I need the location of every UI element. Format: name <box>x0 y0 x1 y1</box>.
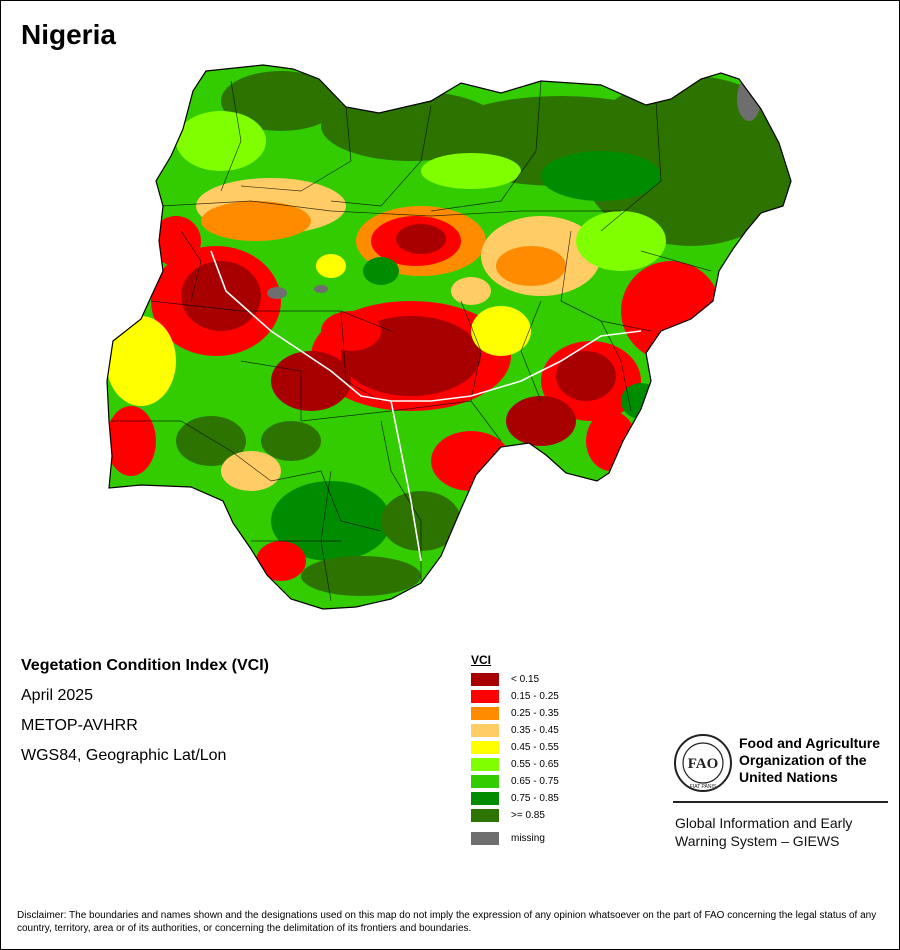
org-name-line: Organization of the <box>739 752 867 768</box>
org-name-line: United Nations <box>739 769 838 785</box>
legend-row: >= 0.85 <box>471 807 559 824</box>
legend-swatch <box>471 741 499 754</box>
logo-divider <box>673 801 888 803</box>
vci-raster <box>107 65 791 609</box>
index-name: Vegetation Condition Index (VCI) <box>21 657 269 674</box>
legend-row-missing: missing <box>471 830 559 847</box>
fao-logo-motto: FIAT PANIS <box>690 784 717 790</box>
legend-row: 0.65 - 0.75 <box>471 773 559 790</box>
organization-name: Food and Agriculture Organization of the… <box>739 735 880 786</box>
legend-swatch <box>471 690 499 703</box>
vci-map <box>106 64 792 610</box>
legend-label: 0.25 - 0.35 <box>511 708 559 719</box>
giews-line: Global Information and Early <box>675 815 853 831</box>
legend-swatch <box>471 707 499 720</box>
fao-logo-letters: FAO <box>688 756 719 772</box>
legend-label: 0.75 - 0.85 <box>511 793 559 804</box>
legend-label: 0.55 - 0.65 <box>511 759 559 770</box>
map-info: Vegetation Condition Index (VCI) April 2… <box>21 657 269 777</box>
disclaimer: Disclaimer: The boundaries and names sho… <box>17 910 877 934</box>
org-name-line: Food and Agriculture <box>739 735 881 751</box>
projection-info: WGS84, Geographic Lat/Lon <box>21 747 227 764</box>
legend-swatch <box>471 758 499 771</box>
legend-label: < 0.15 <box>511 674 540 685</box>
legend-label: >= 0.85 <box>511 810 545 821</box>
map-date: April 2025 <box>21 687 94 704</box>
giews-name: Global Information and Early Warning Sys… <box>675 814 852 850</box>
legend-row: 0.25 - 0.35 <box>471 705 559 722</box>
legend-title: VCI <box>471 653 492 667</box>
legend-row: 0.75 - 0.85 <box>471 790 559 807</box>
legend-label: 0.35 - 0.45 <box>511 725 559 736</box>
legend-row: 0.15 - 0.25 <box>471 688 559 705</box>
state-boundaries <box>111 80 712 602</box>
legend-row: < 0.15 <box>471 671 559 688</box>
map-title: Nigeria <box>21 19 116 50</box>
legend-label-missing: missing <box>511 833 545 844</box>
legend: VCI < 0.15 0.15 - 0.25 0.25 - 0.35 0.35 - 0… <box>471 653 559 847</box>
fao-logo-icon: FAO FIAT PANIS <box>674 734 732 792</box>
rivers <box>210 250 642 562</box>
country-outline <box>106 64 792 610</box>
legend-row: 0.35 - 0.45 <box>471 722 559 739</box>
legend-row: 0.55 - 0.65 <box>471 756 559 773</box>
sensor-name: METOP-AVHRR <box>21 717 138 734</box>
legend-swatch <box>471 724 499 737</box>
legend-label: 0.15 - 0.25 <box>511 691 559 702</box>
legend-swatch <box>471 673 499 686</box>
legend-swatch <box>471 775 499 788</box>
legend-row: 0.45 - 0.55 <box>471 739 559 756</box>
legend-swatch <box>471 809 499 822</box>
legend-label: 0.65 - 0.75 <box>511 776 559 787</box>
legend-swatch <box>471 792 499 805</box>
legend-classes: < 0.15 0.15 - 0.25 0.25 - 0.35 0.35 - 0.45 0… <box>471 671 559 824</box>
giews-line: Warning System – GIEWS <box>675 833 840 849</box>
legend-label: 0.45 - 0.55 <box>511 742 559 753</box>
legend-swatch-missing <box>471 832 499 845</box>
